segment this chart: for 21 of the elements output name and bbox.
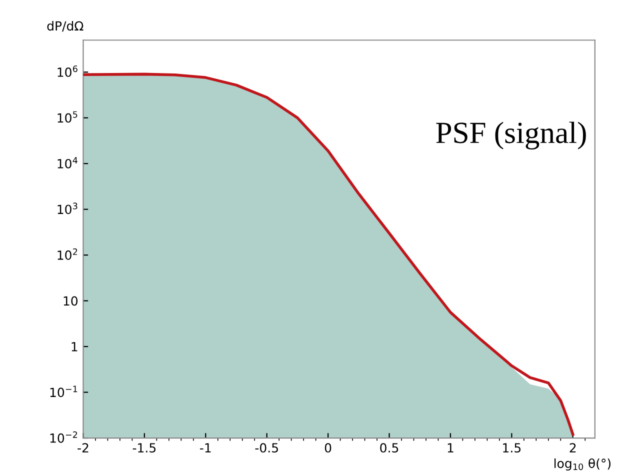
y-tick-label: 1 [72,342,78,352]
y-tick-label: 10$^{4}$ [58,157,78,168]
x-tick-label: -0.5 [255,443,278,453]
x-tick-label: 2 [570,443,576,452]
x-tick-label: 1.5 [503,443,521,453]
x-tick-label: -2 [78,443,88,452]
y-tick-label: 10$^{−1}$ [50,386,78,398]
x-tick-label: -1.5 [132,443,156,453]
y-tick-label: 10$^{3}$ [58,202,78,214]
y-tick-label: 10$^{5}$ [58,111,78,123]
y-tick-label: 10$^{−2}$ [50,431,78,443]
x-tick-label: 0.5 [380,443,398,453]
y-tick-label: 10$^{2}$ [58,248,78,260]
x-tick-label: -1 [200,443,211,452]
x-tick-label: 1 [448,443,454,452]
annotation: PSF (signal) [436,122,586,150]
x-tick-label: 0 [324,443,332,453]
y-tick-label: 10$^{6}$ [58,65,78,77]
y-tick-label: 10 [64,296,78,306]
y-axis-title: dP/dΩ [47,20,84,32]
x-axis-title: log$_{10}$ θ(°) [554,458,611,471]
